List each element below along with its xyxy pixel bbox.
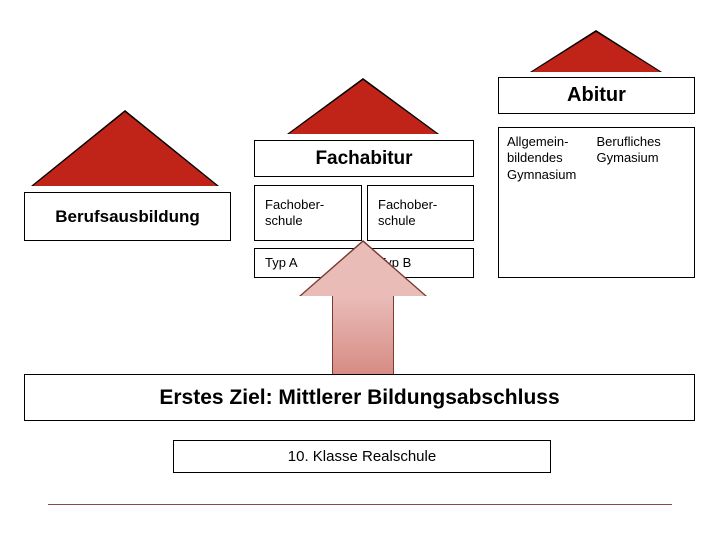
box-fos-b: Fachober- schule — [367, 185, 474, 241]
triangle-right — [532, 32, 660, 72]
label-klasse: 10. Klasse Realschule — [288, 448, 436, 465]
label-typ-a: Typ A — [265, 255, 298, 271]
label-fos-a: Fachober- schule — [265, 197, 324, 228]
box-erstes-ziel: Erstes Ziel: Mittlerer Bildungsabschluss — [24, 374, 695, 421]
label-berufliches: Berufliches Gymasium — [597, 134, 687, 167]
big-arrow-head — [301, 242, 425, 296]
box-klasse: 10. Klasse Realschule — [173, 440, 551, 473]
label-fos-b: Fachober- schule — [378, 197, 437, 228]
box-fos-a: Fachober- schule — [254, 185, 362, 241]
label-abitur: Abitur — [567, 84, 626, 107]
box-berufsausbildung: Berufsausbildung — [24, 192, 231, 241]
box-fachabitur: Fachabitur — [254, 140, 474, 177]
label-allgemeinbildendes: Allgemein- bildendes Gymnasium — [507, 134, 597, 183]
triangle-left — [33, 112, 217, 186]
box-gymnasium: Allgemein- bildendes Gymnasium Beruflich… — [498, 127, 695, 278]
box-abitur: Abitur — [498, 77, 695, 114]
footer-rule — [48, 504, 672, 505]
label-erstes-ziel: Erstes Ziel: Mittlerer Bildungsabschluss — [159, 386, 559, 410]
label-berufsausbildung: Berufsausbildung — [55, 207, 200, 227]
label-fachabitur: Fachabitur — [315, 148, 412, 170]
triangle-mid — [289, 80, 437, 134]
